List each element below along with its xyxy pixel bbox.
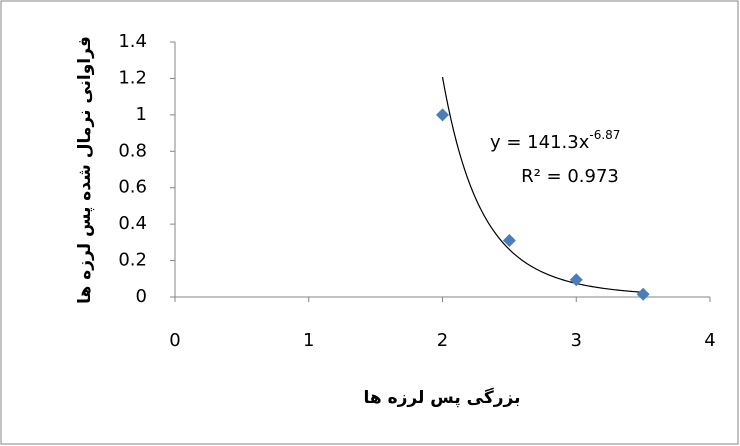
x-tick-label: 3 [571, 330, 582, 351]
y-tick-label: 1.4 [118, 31, 147, 52]
y-tick-label: 0.8 [118, 140, 147, 161]
equation-text: y = 141.3x [490, 132, 590, 153]
x-tick-label: 2 [437, 330, 448, 351]
y-tick-label: 0 [136, 286, 147, 307]
x-tick-label: 4 [704, 330, 715, 351]
y-tick-label: 0.6 [118, 177, 147, 198]
y-tick-label: 1 [136, 104, 147, 125]
data-point [436, 108, 449, 122]
data-point [569, 273, 583, 287]
trendline [441, 76, 644, 293]
equation-exponent: -6.87 [589, 128, 620, 142]
data-point [636, 287, 650, 301]
x-axis-title: بزرگی پس لرزه ها [364, 387, 521, 408]
y-axis-title: فراوانی نرمال شده پس لرزه ها [75, 36, 95, 304]
x-tick-label: 0 [169, 330, 180, 351]
y-tick-label: 0.4 [118, 213, 147, 234]
data-point [502, 234, 516, 248]
x-tick-label: 1 [303, 330, 314, 351]
r-squared: R² = 0.973 [521, 166, 619, 187]
trendline-equation: y = 141.3x-6.87 [490, 128, 620, 154]
y-tick-label: 1.2 [118, 67, 147, 88]
y-tick-label: 0.2 [118, 250, 147, 271]
